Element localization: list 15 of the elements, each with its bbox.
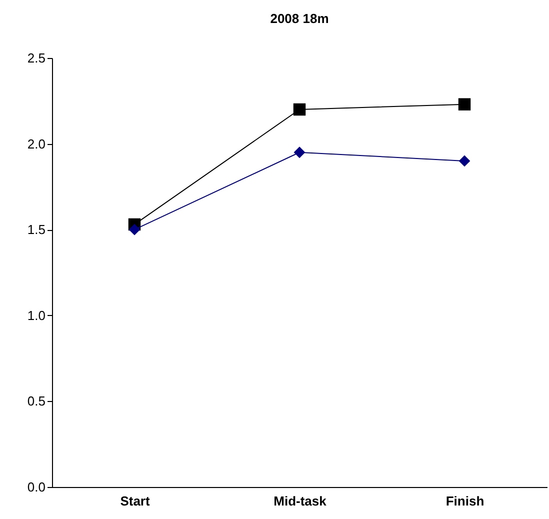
- y-tick-label: 0.0: [27, 480, 46, 494]
- y-tick-label: 1.0: [27, 308, 46, 323]
- point: [128, 224, 140, 236]
- point: [458, 98, 471, 110]
- point: [293, 103, 306, 116]
- point: [458, 155, 470, 167]
- y-tick-label: 2.5: [27, 50, 46, 66]
- x-tick-label: Mid-task: [274, 494, 328, 508]
- point: [294, 146, 306, 158]
- y-tick-label: 0.5: [27, 394, 46, 409]
- y-tick-label: 2.0: [27, 136, 46, 152]
- chart-title: 2008 18m: [270, 11, 329, 26]
- y-tick-label: 1.5: [27, 222, 46, 238]
- x-tick-label: Start: [120, 494, 150, 508]
- x-tick-label: Finish: [446, 494, 484, 508]
